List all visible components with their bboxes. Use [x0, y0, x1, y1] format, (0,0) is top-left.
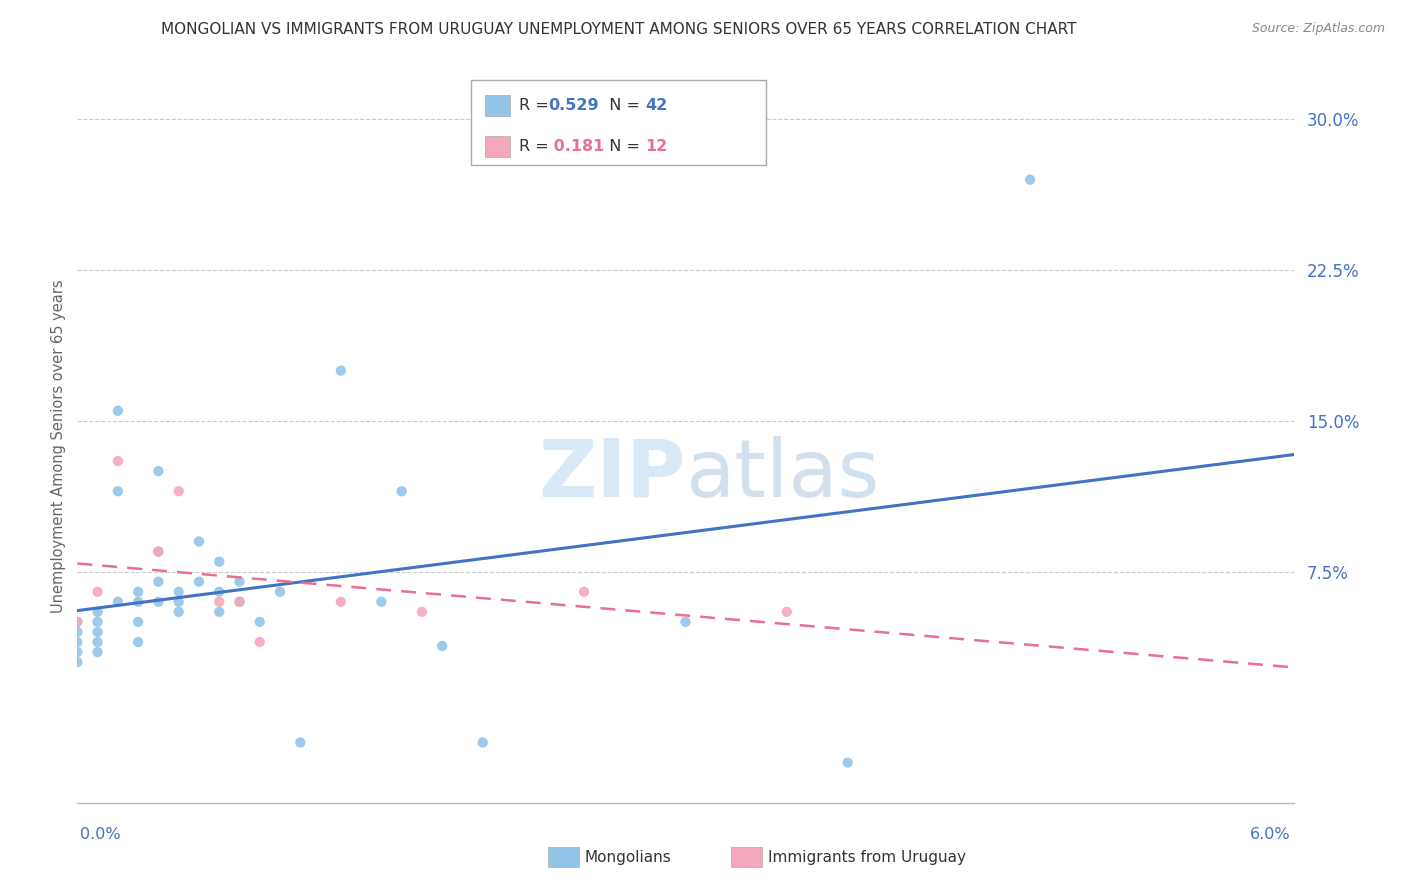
- Point: [1019, 172, 1042, 186]
- Point: [776, 605, 799, 619]
- Point: [148, 574, 170, 589]
- Y-axis label: Unemployment Among Seniors over 65 years: Unemployment Among Seniors over 65 years: [51, 279, 66, 613]
- Point: [290, 735, 312, 749]
- Point: [430, 639, 453, 653]
- Point: [127, 595, 149, 609]
- Point: [107, 484, 129, 499]
- Point: [148, 595, 170, 609]
- Text: ZIP: ZIP: [538, 435, 686, 514]
- Point: [107, 404, 129, 418]
- Point: [167, 605, 190, 619]
- Point: [148, 544, 170, 558]
- Point: [208, 605, 231, 619]
- Point: [269, 584, 291, 599]
- Point: [66, 635, 89, 649]
- Point: [148, 544, 170, 558]
- Point: [66, 655, 89, 669]
- Point: [188, 574, 211, 589]
- Point: [228, 595, 250, 609]
- Point: [167, 595, 190, 609]
- Point: [249, 615, 271, 629]
- Text: N =: N =: [599, 98, 645, 113]
- Point: [127, 615, 149, 629]
- Point: [86, 645, 108, 659]
- Point: [86, 584, 108, 599]
- Point: [675, 615, 697, 629]
- Text: atlas: atlas: [686, 435, 880, 514]
- Text: 0.0%: 0.0%: [80, 827, 121, 841]
- Text: Mongolians: Mongolians: [585, 850, 672, 864]
- Point: [167, 484, 190, 499]
- Point: [66, 615, 89, 629]
- Point: [228, 595, 250, 609]
- Text: N =: N =: [599, 139, 645, 154]
- Text: Immigrants from Uruguay: Immigrants from Uruguay: [768, 850, 966, 864]
- Point: [837, 756, 859, 770]
- Point: [471, 735, 494, 749]
- Point: [329, 363, 352, 377]
- Point: [391, 484, 413, 499]
- Point: [127, 584, 149, 599]
- Text: R =: R =: [519, 98, 554, 113]
- Point: [86, 624, 108, 639]
- Point: [208, 555, 231, 569]
- Point: [208, 584, 231, 599]
- Point: [127, 635, 149, 649]
- Text: 0.181: 0.181: [548, 139, 605, 154]
- Point: [370, 595, 392, 609]
- Point: [107, 595, 129, 609]
- Point: [86, 615, 108, 629]
- Text: 42: 42: [645, 98, 668, 113]
- Text: 0.529: 0.529: [548, 98, 599, 113]
- Text: 12: 12: [645, 139, 668, 154]
- Point: [188, 534, 211, 549]
- Point: [249, 635, 271, 649]
- Point: [411, 605, 433, 619]
- Point: [66, 645, 89, 659]
- Point: [329, 595, 352, 609]
- Point: [66, 615, 89, 629]
- Text: Source: ZipAtlas.com: Source: ZipAtlas.com: [1251, 22, 1385, 36]
- Text: 6.0%: 6.0%: [1250, 827, 1291, 841]
- Point: [107, 454, 129, 468]
- Point: [228, 574, 250, 589]
- Text: R =: R =: [519, 139, 554, 154]
- Point: [86, 605, 108, 619]
- Point: [148, 464, 170, 478]
- Point: [167, 584, 190, 599]
- Point: [208, 595, 231, 609]
- Point: [86, 635, 108, 649]
- Text: MONGOLIAN VS IMMIGRANTS FROM URUGUAY UNEMPLOYMENT AMONG SENIORS OVER 65 YEARS CO: MONGOLIAN VS IMMIGRANTS FROM URUGUAY UNE…: [160, 22, 1077, 37]
- Point: [66, 624, 89, 639]
- Point: [572, 584, 595, 599]
